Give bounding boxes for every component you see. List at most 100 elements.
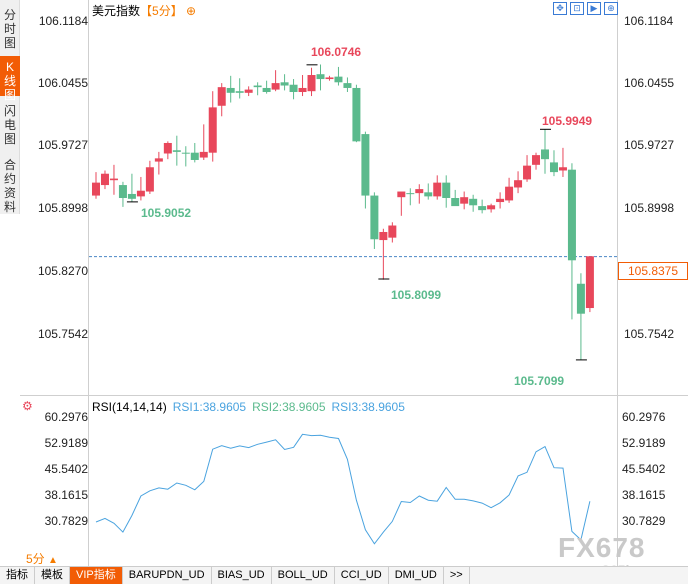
candle-body (208, 107, 217, 153)
left-price-tick: 106.0455 (37, 76, 88, 90)
right-price-tick: 106.1184 (624, 14, 674, 28)
candle-body (532, 155, 541, 165)
candle-body (262, 87, 271, 93)
bottom-tab-1[interactable]: 模板 (35, 567, 70, 584)
candle-body (145, 167, 154, 192)
left-price-tick: 106.1184 (38, 14, 88, 28)
bottom-tab-3[interactable]: BARUPDN_UD (123, 567, 212, 584)
rsi-tick: 30.7829 (44, 514, 88, 528)
play-icon[interactable]: ▶ (587, 2, 601, 15)
rsi-tick: 52.9189 (44, 436, 88, 450)
rsi-tick: 45.5402 (622, 462, 666, 476)
rsi-title: RSI(14,14,14) (92, 400, 167, 414)
right-price-tick: 105.7542 (624, 327, 675, 341)
candle-body (127, 193, 136, 199)
bottom-tab-4[interactable]: BIAS_UD (212, 567, 272, 584)
candle-body (190, 152, 199, 160)
rsi-tick: 38.1615 (622, 488, 666, 502)
candle-body (496, 198, 505, 203)
period-label: 5分 (26, 552, 45, 566)
candle-body (576, 283, 585, 314)
candle-body (343, 83, 352, 88)
candle-body (388, 225, 397, 238)
indicator-tab-bar: 指标 模板 VIP指标 BARUPDN_UD BIAS_UD BOLL_UD CCI_UD D… (0, 566, 688, 584)
candle-body (361, 134, 370, 196)
candle-body (172, 150, 181, 152)
left-price-tick: 105.8998 (37, 201, 88, 215)
candle-body (487, 205, 496, 210)
rsi-tick: 38.1615 (44, 488, 88, 502)
settings-gear-icon[interactable]: ⚙ (22, 399, 33, 413)
candle-body (505, 186, 514, 201)
rsi-header: RSI(14,14,14) RSI1:38.9605 RSI2:38.9605 RSI… (92, 400, 411, 414)
candle-body (478, 206, 487, 211)
candle-body (558, 167, 567, 171)
side-tab-3[interactable]: 合约资料 (3, 158, 16, 214)
bottom-tab-7[interactable]: DMI_UD (389, 567, 444, 584)
side-tab-0[interactable]: 分时图 (3, 8, 16, 50)
fit-icon[interactable]: ⊡ (570, 2, 584, 15)
candle-body (298, 87, 307, 93)
rsi-tick: 30.7829 (622, 514, 666, 528)
left-price-tick: 105.7542 (37, 327, 88, 341)
candle-body (460, 197, 469, 204)
candle-body (406, 193, 415, 195)
candle-body (541, 149, 549, 160)
rsi-tick: 60.2976 (622, 410, 666, 424)
watermark-logo: FX678 (558, 532, 646, 563)
interval-label[interactable]: 【5分】 (140, 4, 183, 18)
candle-body (244, 89, 253, 93)
candle-body (289, 84, 298, 93)
candle-body (469, 198, 478, 206)
rsi-line (95, 433, 591, 545)
bottom-tab-6[interactable]: CCI_UD (335, 567, 389, 584)
high-label-2: 105.9949 (542, 114, 593, 128)
candle-body (433, 182, 442, 197)
bottom-tab-5[interactable]: BOLL_UD (272, 567, 335, 584)
candle-body (352, 87, 361, 142)
kline-chart[interactable] (0, 0, 688, 566)
candle-body (442, 182, 451, 198)
current-price-badge: 105.8375 (618, 262, 688, 280)
right-price-tick: 105.9727 (624, 138, 675, 152)
right-price-tick: 105.8998 (624, 201, 675, 215)
rsi-tick: 45.5402 (44, 462, 88, 476)
move-icon[interactable]: ✥ (553, 2, 567, 15)
candle-body (100, 173, 109, 186)
candle-body (424, 192, 433, 197)
candles-group (92, 64, 594, 360)
candle-body (379, 231, 388, 241)
zoom-in-icon[interactable]: ⊕ (186, 4, 197, 18)
bottom-tab-0[interactable]: 指标 (0, 567, 35, 584)
candle-body (271, 83, 280, 90)
candle-body (307, 75, 316, 92)
candle-body (92, 182, 100, 196)
candle-body (549, 162, 558, 173)
left-price-tick: 105.8270 (37, 264, 88, 278)
left-price-tick: 105.9727 (37, 138, 88, 152)
candle-body (199, 151, 208, 158)
candle-body (154, 158, 163, 162)
high-label-1: 106.0746 (311, 45, 362, 59)
triangle-up-icon: ▲ (48, 555, 58, 566)
candle-body (253, 85, 262, 88)
candle-body (397, 191, 406, 198)
low-label-3: 105.7099 (514, 374, 565, 388)
bottom-tab-2[interactable]: VIP指标 (70, 567, 123, 584)
period-selector[interactable]: 5分 ▲ (26, 550, 58, 567)
candle-body (415, 189, 424, 194)
rsi-tick: 52.9189 (622, 436, 666, 450)
chart-toolbar: ✥ ⊡ ▶ ⊕ (553, 2, 618, 15)
hl-markers-group (126, 64, 587, 361)
candle-body (280, 82, 289, 86)
instrument-title: 美元指数 (92, 4, 141, 18)
bottom-tab-8[interactable]: >> (444, 567, 470, 584)
candle-body (585, 256, 594, 309)
candle-body (109, 178, 118, 181)
low-label-2: 105.8099 (391, 288, 442, 302)
low-label-1: 105.9052 (141, 206, 192, 220)
zoom-icon[interactable]: ⊕ (604, 2, 618, 15)
side-tab-2[interactable]: 闪电图 (3, 104, 16, 146)
